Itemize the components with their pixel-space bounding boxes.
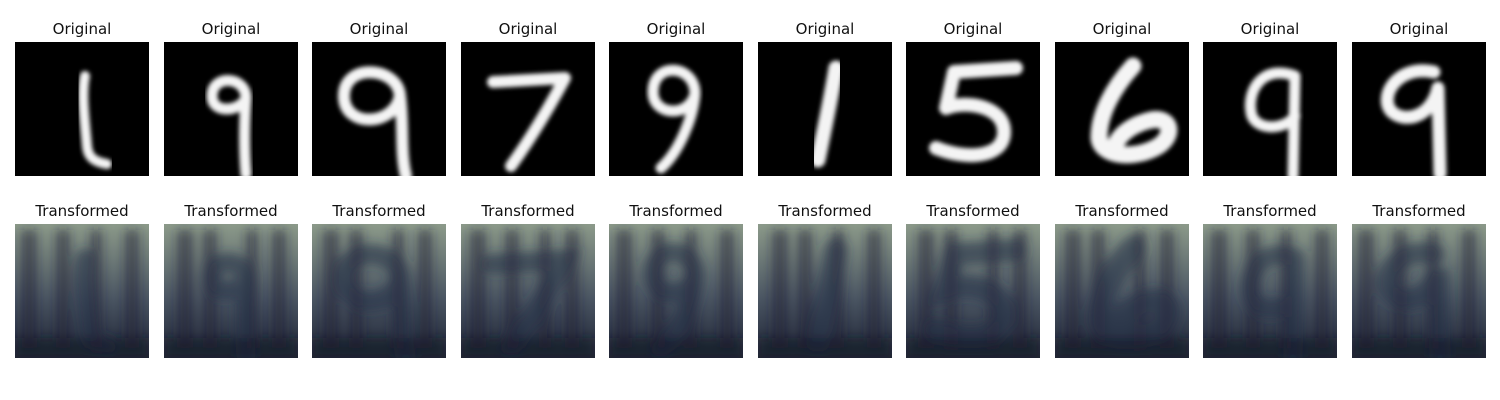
- transformed-image: [164, 224, 298, 358]
- sample-column: Original Transformed: [1352, 0, 1486, 400]
- original-title: Original: [1240, 20, 1300, 38]
- original-title: Original: [52, 20, 112, 38]
- original-title: Original: [498, 20, 558, 38]
- original-digit-image: [312, 42, 446, 176]
- digit-stroke: [810, 60, 844, 168]
- sample-column: Original Transformed: [1055, 0, 1189, 400]
- transformed-image: [1055, 224, 1189, 358]
- original-digit-image: [461, 42, 595, 176]
- sample-column: Original Transformed: [164, 0, 298, 400]
- sample-column: Original Transformed: [609, 0, 743, 400]
- original-title: Original: [1092, 20, 1152, 38]
- digit-stroke: [487, 72, 571, 172]
- transformed-title: Transformed: [481, 202, 575, 220]
- original-digit-image: [15, 42, 149, 176]
- sample-column: Original Transformed: [461, 0, 595, 400]
- sample-column: Original Transformed: [15, 0, 149, 400]
- digit-stroke: [929, 61, 1023, 163]
- transformed-image: [461, 224, 595, 358]
- sample-column: Original Transformed: [758, 0, 892, 400]
- transformed-title: Transformed: [926, 202, 1020, 220]
- digit-stroke: [338, 66, 412, 176]
- transformed-title: Transformed: [184, 202, 278, 220]
- transformed-image: [609, 224, 743, 358]
- digit-stroke: [1244, 67, 1301, 176]
- transformed-title: Transformed: [1075, 202, 1169, 220]
- transformed-image: [758, 224, 892, 358]
- original-digit-image: [758, 42, 892, 176]
- original-title: Original: [349, 20, 409, 38]
- original-digit-image: [1352, 42, 1486, 176]
- sample-column: Original Transformed: [312, 0, 446, 400]
- original-title: Original: [201, 20, 261, 38]
- original-title: Original: [795, 20, 855, 38]
- transformed-title: Transformed: [35, 202, 129, 220]
- sample-column: Original Transformed: [1203, 0, 1337, 400]
- original-digit-image: [906, 42, 1040, 176]
- digit-stroke: [647, 64, 701, 174]
- original-digit-image: [609, 42, 743, 176]
- transformed-title: Transformed: [778, 202, 872, 220]
- original-title: Original: [943, 20, 1003, 38]
- original-digit-image: [1055, 42, 1189, 176]
- digit-stroke: [206, 75, 252, 176]
- original-digit-image: [164, 42, 298, 176]
- transformed-image: [312, 224, 446, 358]
- digit-stroke: [1090, 57, 1178, 164]
- transformed-title: Transformed: [1372, 202, 1466, 220]
- original-title: Original: [1389, 20, 1449, 38]
- transformed-title: Transformed: [1223, 202, 1317, 220]
- transformed-image: [1352, 224, 1486, 358]
- transformed-image: [1203, 224, 1337, 358]
- transformed-image: [906, 224, 1040, 358]
- digit-stroke: [78, 71, 112, 169]
- transformed-title: Transformed: [332, 202, 426, 220]
- transformed-image: [15, 224, 149, 358]
- sample-column: Original Transformed: [906, 0, 1040, 400]
- transformed-title: Transformed: [629, 202, 723, 220]
- original-digit-image: [1203, 42, 1337, 176]
- digit-stroke: [1380, 64, 1447, 176]
- original-title: Original: [646, 20, 706, 38]
